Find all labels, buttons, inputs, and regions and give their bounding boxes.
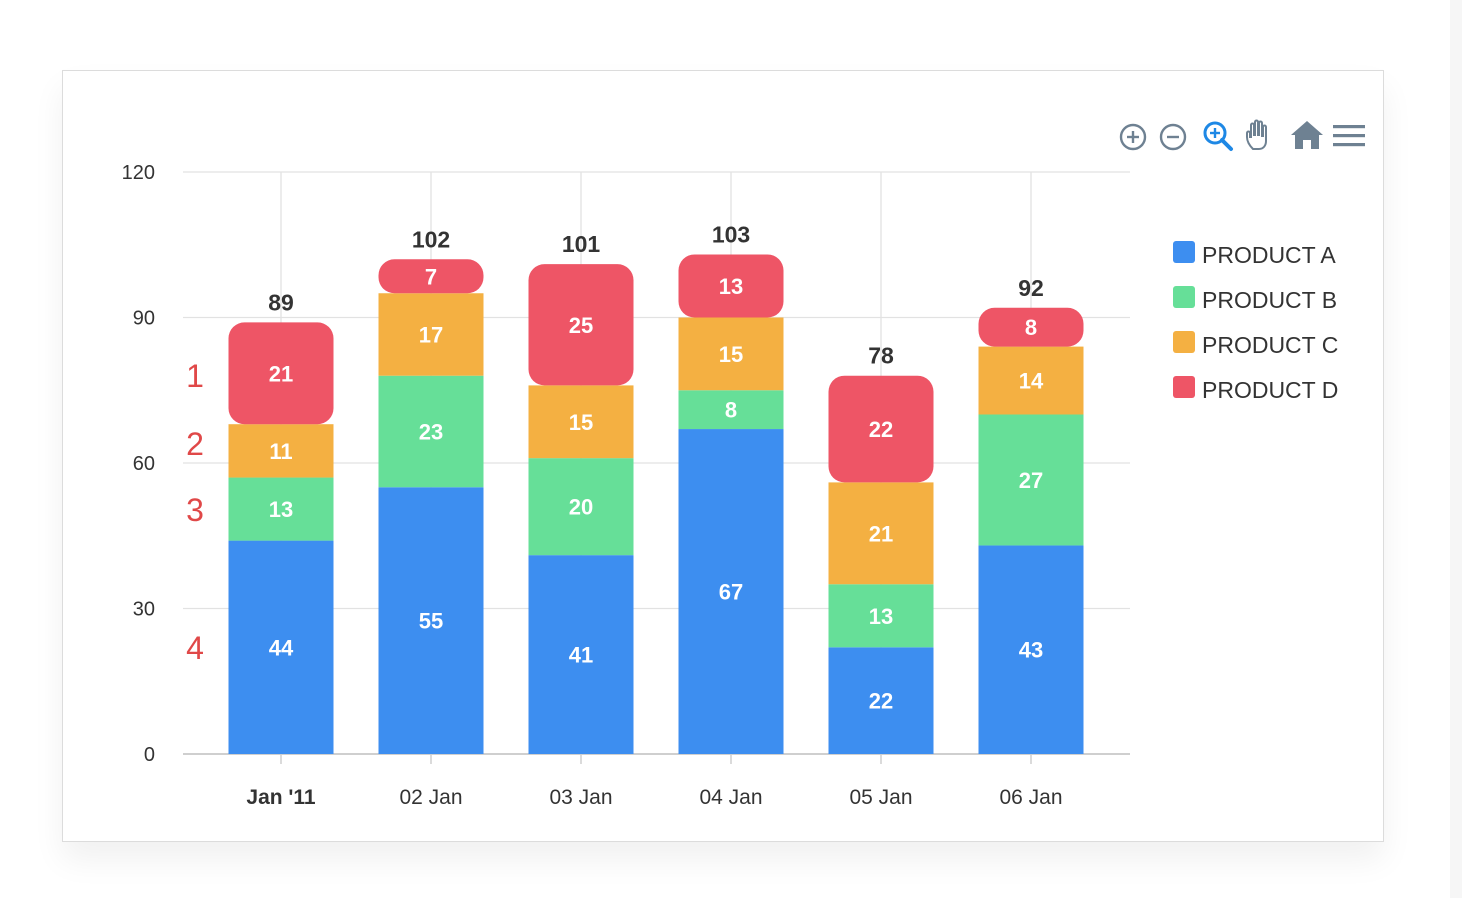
bar-segment[interactable] (528, 385, 634, 459)
data-label: 11 (269, 439, 292, 464)
y-tick-label: 60 (133, 453, 155, 475)
data-label: 21 (869, 521, 893, 546)
bar-segment[interactable] (528, 458, 634, 556)
data-label: 55 (419, 609, 443, 634)
x-tick-label: 02 Jan (399, 786, 462, 809)
data-label: 21 (269, 361, 293, 386)
bar-segment[interactable] (828, 375, 934, 483)
legend-label: PRODUCT C (1202, 332, 1338, 358)
bar-segment[interactable] (228, 477, 334, 541)
side-annotation: 1 (186, 358, 204, 394)
data-label: 13 (719, 274, 743, 299)
legend-item[interactable]: PRODUCT C (1173, 331, 1338, 358)
y-tick-label: 0 (144, 744, 155, 766)
y-tick-label: 90 (133, 308, 155, 330)
menu-icon[interactable] (1333, 125, 1365, 147)
bar-segment[interactable] (378, 375, 484, 488)
bar-segment[interactable] (828, 647, 934, 754)
total-label: 89 (268, 289, 294, 315)
x-tick-label: 05 Jan (849, 786, 912, 809)
data-label: 22 (869, 417, 893, 442)
bar-segment[interactable] (528, 264, 634, 386)
chart-toolbar (1119, 119, 1365, 151)
bar-segment[interactable] (978, 545, 1084, 754)
x-tick-label: Jan '11 (246, 786, 316, 809)
data-label: 15 (719, 342, 743, 367)
data-label: 7 (425, 264, 437, 289)
selection-zoom-icon[interactable] (1203, 121, 1233, 151)
total-label: 92 (1018, 275, 1044, 301)
stacked-bar-chart: 4413112189552317710241201525101678151310… (122, 119, 1365, 809)
bars: 44 13 11 21 89 55 23 17 7 102 41 20 15 25 101 67 8 15 13 10… (228, 221, 1084, 754)
bar-segment[interactable] (528, 555, 634, 754)
data-label: 23 (419, 419, 443, 444)
total-label: 103 (712, 221, 750, 247)
data-label: 67 (719, 580, 743, 605)
legend-label: PRODUCT D (1202, 377, 1338, 403)
bar-segment[interactable] (378, 487, 484, 754)
legend: PRODUCT A PRODUCT B PRODUCT C PRODUCT D (1173, 241, 1338, 403)
data-label: 8 (725, 398, 737, 423)
side-annotation: 3 (186, 492, 204, 528)
data-label: 8 (1025, 315, 1037, 340)
legend-swatch (1173, 376, 1195, 398)
data-label: 27 (1019, 468, 1043, 493)
reset-home-icon[interactable] (1291, 121, 1323, 149)
data-label: 14 (1019, 369, 1044, 394)
bar-segment[interactable] (228, 322, 334, 425)
legend-item[interactable]: PRODUCT D (1173, 376, 1338, 403)
zoom-in-icon[interactable] (1119, 123, 1147, 151)
y-tick-label: 30 (133, 599, 155, 621)
total-label: 102 (412, 226, 450, 252)
data-label: 20 (569, 495, 593, 520)
x-tick-label: 04 Jan (699, 786, 762, 809)
legend-swatch (1173, 241, 1195, 263)
bar-segment[interactable] (678, 390, 784, 430)
zoom-out-icon[interactable] (1159, 123, 1187, 151)
legend-swatch (1173, 286, 1195, 308)
data-label: 25 (569, 313, 593, 338)
bar-segment[interactable] (378, 259, 484, 294)
bar-segment[interactable] (678, 254, 784, 318)
bar-segment[interactable] (828, 584, 934, 648)
bar-segment[interactable] (378, 293, 484, 376)
bar-segment[interactable] (828, 482, 934, 585)
chart-card: 44 13 11 21 89 55 23 17 7 102 41 20 15 25 101 67 8 15 13 10… (62, 70, 1384, 842)
x-tick-label: 03 Jan (549, 786, 612, 809)
legend-item[interactable]: PRODUCT A (1173, 241, 1336, 268)
side-annotation: 2 (186, 426, 204, 462)
total-label: 78 (868, 343, 894, 369)
bar-segment[interactable] (978, 414, 1084, 546)
data-label: 15 (569, 410, 593, 435)
bar-segment[interactable] (678, 317, 784, 391)
side-annotations: 1 2 3 4 (186, 358, 204, 666)
y-tick-label: 120 (122, 162, 155, 184)
pan-hand-icon[interactable] (1246, 119, 1267, 150)
data-label: 13 (269, 497, 293, 522)
data-label: 41 (569, 643, 593, 668)
x-tick-label: 06 Jan (999, 786, 1062, 809)
legend-label: PRODUCT B (1202, 287, 1337, 313)
data-label: 13 (869, 604, 893, 629)
legend-item[interactable]: PRODUCT B (1173, 286, 1337, 313)
bar-segment[interactable] (678, 429, 784, 754)
data-label: 43 (1019, 638, 1043, 663)
legend-label: PRODUCT A (1202, 242, 1336, 268)
data-label: 44 (269, 635, 294, 660)
total-label: 101 (562, 231, 601, 257)
bar-segment[interactable] (978, 346, 1084, 415)
bar-segment[interactable] (228, 540, 334, 754)
data-label: 17 (419, 322, 443, 347)
side-annotation: 4 (186, 630, 204, 666)
legend-swatch (1173, 331, 1195, 353)
bar-segment[interactable] (978, 307, 1084, 347)
bar-segment[interactable] (228, 424, 334, 478)
data-label: 22 (869, 689, 893, 714)
